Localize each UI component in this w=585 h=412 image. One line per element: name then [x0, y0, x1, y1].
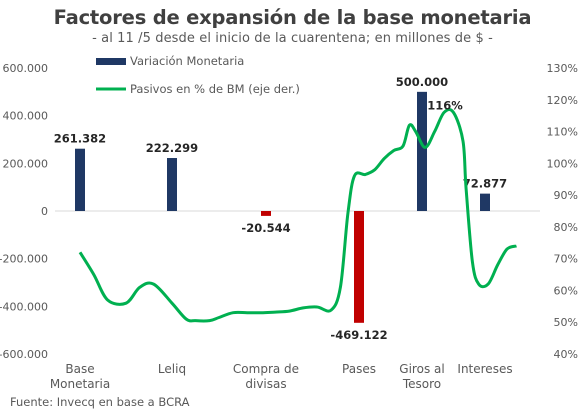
left-tick-label: 400.000	[3, 110, 49, 123]
right-tick-label: 80%	[554, 221, 578, 234]
category-label: divisas	[245, 377, 286, 391]
bar-data-label: 500.000	[396, 75, 448, 89]
left-tick-label: 0	[41, 205, 48, 218]
right-axis-ticks: 130% 120% 110% 100% 90% 80% 70% 60% 50% 40%	[547, 62, 578, 361]
category-label: Leliq	[158, 362, 186, 376]
legend-label-bar: Variación Monetaria	[130, 54, 244, 68]
line-series-pasivos	[78, 108, 517, 323]
bar-data-label: 72.877	[463, 177, 507, 191]
right-tick-label: 120%	[547, 94, 578, 107]
bar-data-label: -20.544	[241, 221, 290, 235]
peak-annotation: 116%	[427, 98, 463, 112]
bar-data-labels: 261.382 222.299 -20.544 -469.122 500.000 72.8…	[54, 75, 507, 342]
left-axis-ticks: 600.000 400.000 200.000 0 -200.000 -400.000 -6…	[0, 62, 48, 361]
bar	[417, 91, 427, 211]
bar-data-label: 222.299	[146, 141, 198, 155]
right-tick-label: 70%	[554, 253, 578, 266]
category-label: Tesoro	[402, 377, 441, 391]
category-label: Monetaria	[50, 377, 110, 391]
right-tick-label: 40%	[554, 348, 578, 361]
category-label: Pases	[342, 362, 376, 376]
right-tick-label: 90%	[554, 189, 578, 202]
left-tick-label: 200.000	[3, 157, 49, 170]
source-note: Fuente: Invecq en base a BCRA	[10, 395, 190, 409]
category-label: Intereses	[457, 362, 512, 376]
legend-label-line: Pasivos en % de BM (eje der.)	[130, 82, 300, 96]
bar-series	[75, 91, 490, 323]
legend-swatch-bar	[96, 58, 126, 65]
bar	[480, 193, 490, 211]
bar	[75, 148, 85, 211]
legend: Variación Monetaria Pasivos en % de BM (e…	[96, 54, 300, 96]
right-tick-label: 110%	[547, 126, 578, 139]
right-tick-label: 100%	[547, 157, 578, 170]
right-tick-label: 60%	[554, 284, 578, 297]
bar	[167, 158, 177, 211]
left-tick-label: 600.000	[3, 62, 49, 75]
left-tick-label: -400.000	[0, 300, 48, 313]
chart-subtitle: - al 11 /5 desde el inicio de la cuarent…	[92, 31, 493, 46]
right-tick-label: 130%	[547, 62, 578, 75]
bar-data-label: -469.122	[330, 328, 387, 342]
bar-data-label: 261.382	[54, 132, 106, 146]
category-label: Giros al	[399, 362, 444, 376]
right-tick-label: 50%	[554, 316, 578, 329]
bar	[354, 211, 364, 323]
left-tick-label: -200.000	[0, 253, 48, 266]
category-label: Compra de	[233, 362, 299, 376]
category-label: Base	[65, 362, 94, 376]
chart-title: Factores de expansión de la base monetar…	[53, 6, 532, 29]
left-tick-label: -600.000	[0, 348, 48, 361]
bar	[261, 211, 271, 216]
